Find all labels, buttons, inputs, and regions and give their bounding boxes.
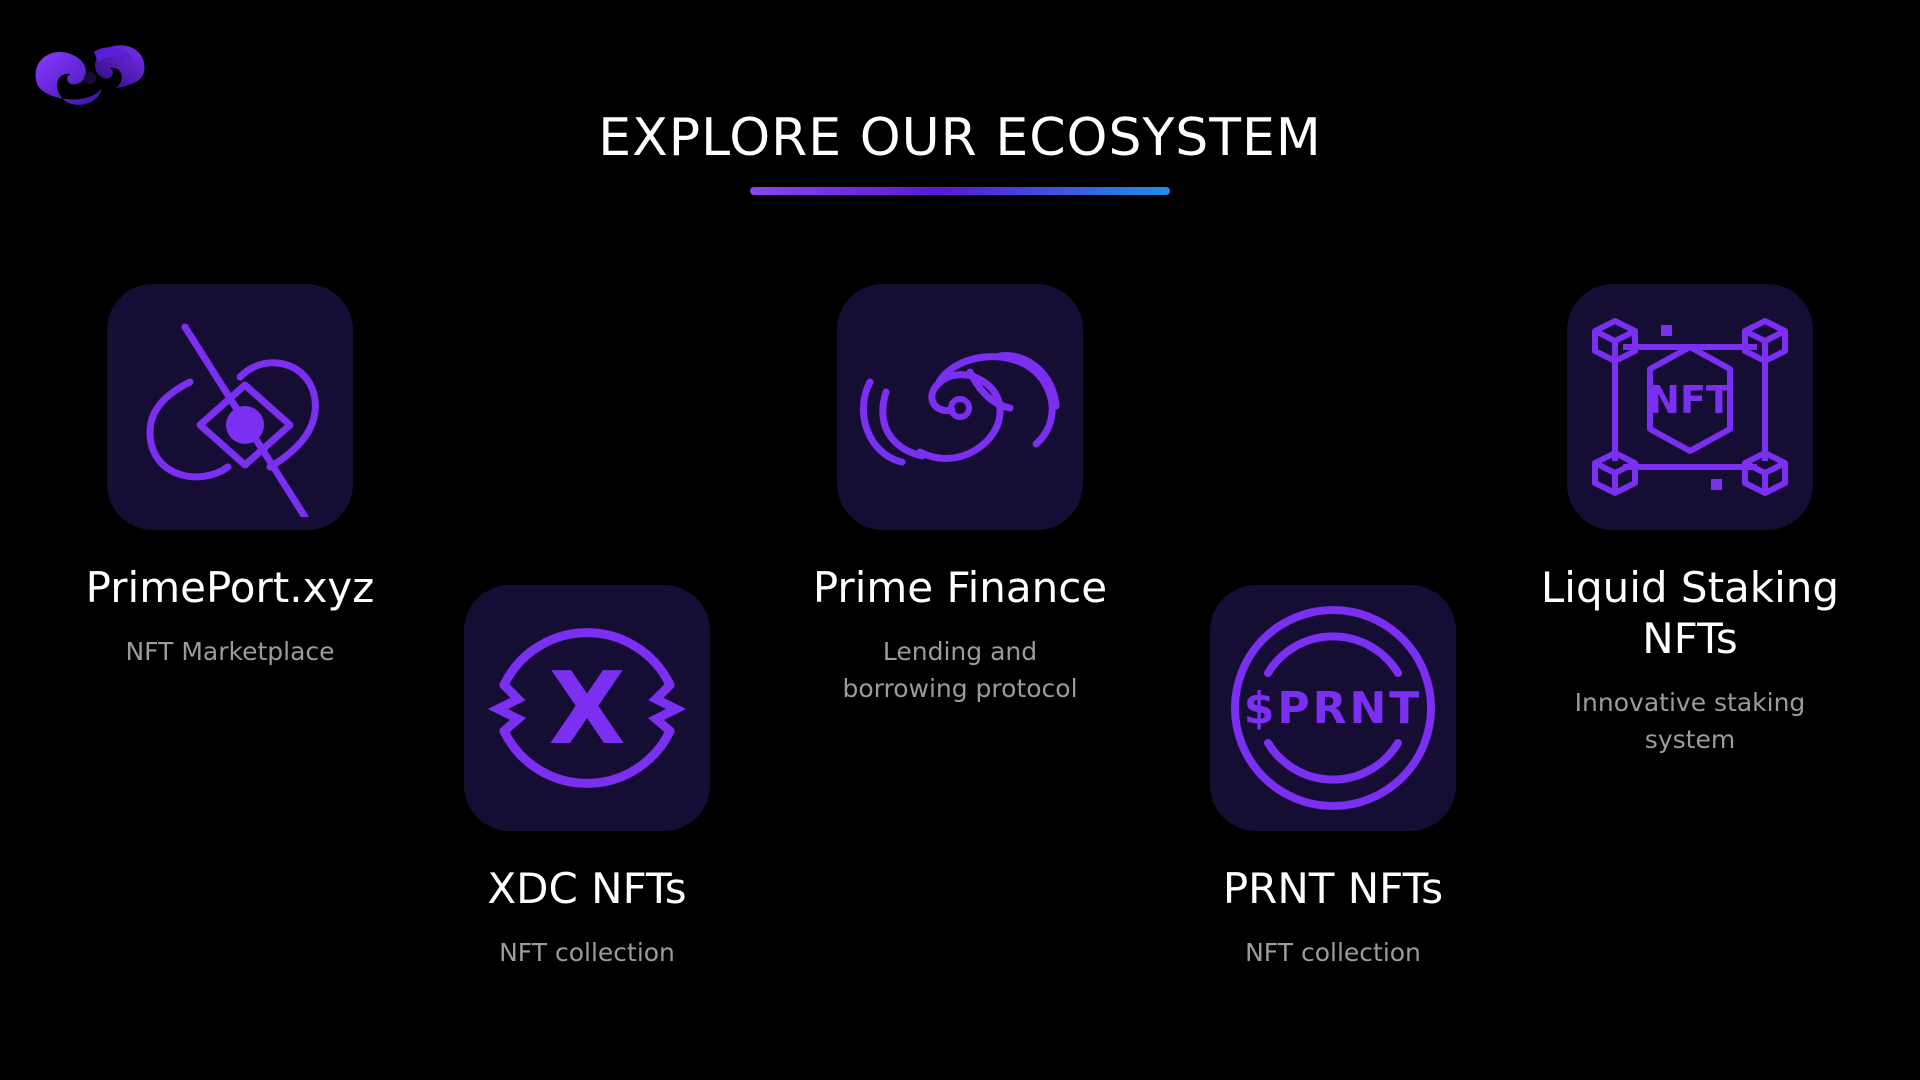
- prnt-coin-icon: $PRNT: [1231, 606, 1435, 810]
- nft-badge-text: NFT: [1648, 378, 1732, 422]
- item-description: NFT Marketplace: [125, 637, 335, 666]
- icon-tile: NFT: [1567, 284, 1813, 530]
- coin-text: $PRNT: [1244, 683, 1423, 734]
- nft-network-icon: NFT: [1592, 318, 1788, 496]
- item-name: PrimePort.xyz: [85, 563, 375, 612]
- ecosystem-item-primeport[interactable]: PrimePort.xyz NFT Marketplace: [50, 284, 410, 670]
- xdc-icon: X: [487, 628, 687, 788]
- item-description: NFT collection: [1245, 938, 1421, 967]
- item-description: NFT collection: [499, 938, 675, 967]
- ecosystem-item-prnt[interactable]: $PRNT PRNT NFTs NFT collection: [1153, 585, 1513, 971]
- item-name: Prime Finance: [812, 563, 1108, 612]
- item-name: XDC NFTs: [487, 864, 687, 913]
- primeport-icon: [146, 323, 319, 517]
- item-name: PRNT NFTs: [1222, 864, 1444, 913]
- ecosystem-item-xdc[interactable]: X XDC NFTs NFT collection: [407, 585, 767, 971]
- page-title: EXPLORE OUR ECOSYSTEM: [598, 108, 1322, 168]
- item-name: Liquid Staking NFTs: [1540, 563, 1840, 663]
- ecosystem-item-prime-finance[interactable]: Prime Finance Lending and borrowing prot…: [780, 284, 1140, 707]
- xdc-letter: X: [548, 650, 625, 767]
- icon-tile: X: [464, 585, 710, 831]
- icon-tile: [107, 284, 353, 530]
- ecosystem-item-liquid-staking[interactable]: NFT Liquid Staking NFTs Innovative staki…: [1510, 284, 1870, 758]
- item-description: Lending and borrowing protocol: [842, 637, 1078, 703]
- icon-tile: [837, 284, 1083, 530]
- title-underline: [750, 187, 1170, 195]
- wave-swirl-icon: [859, 352, 1060, 466]
- swirl-logo-icon: [35, 45, 145, 105]
- icon-tile: $PRNT: [1210, 585, 1456, 831]
- item-description: Innovative staking system: [1574, 688, 1806, 754]
